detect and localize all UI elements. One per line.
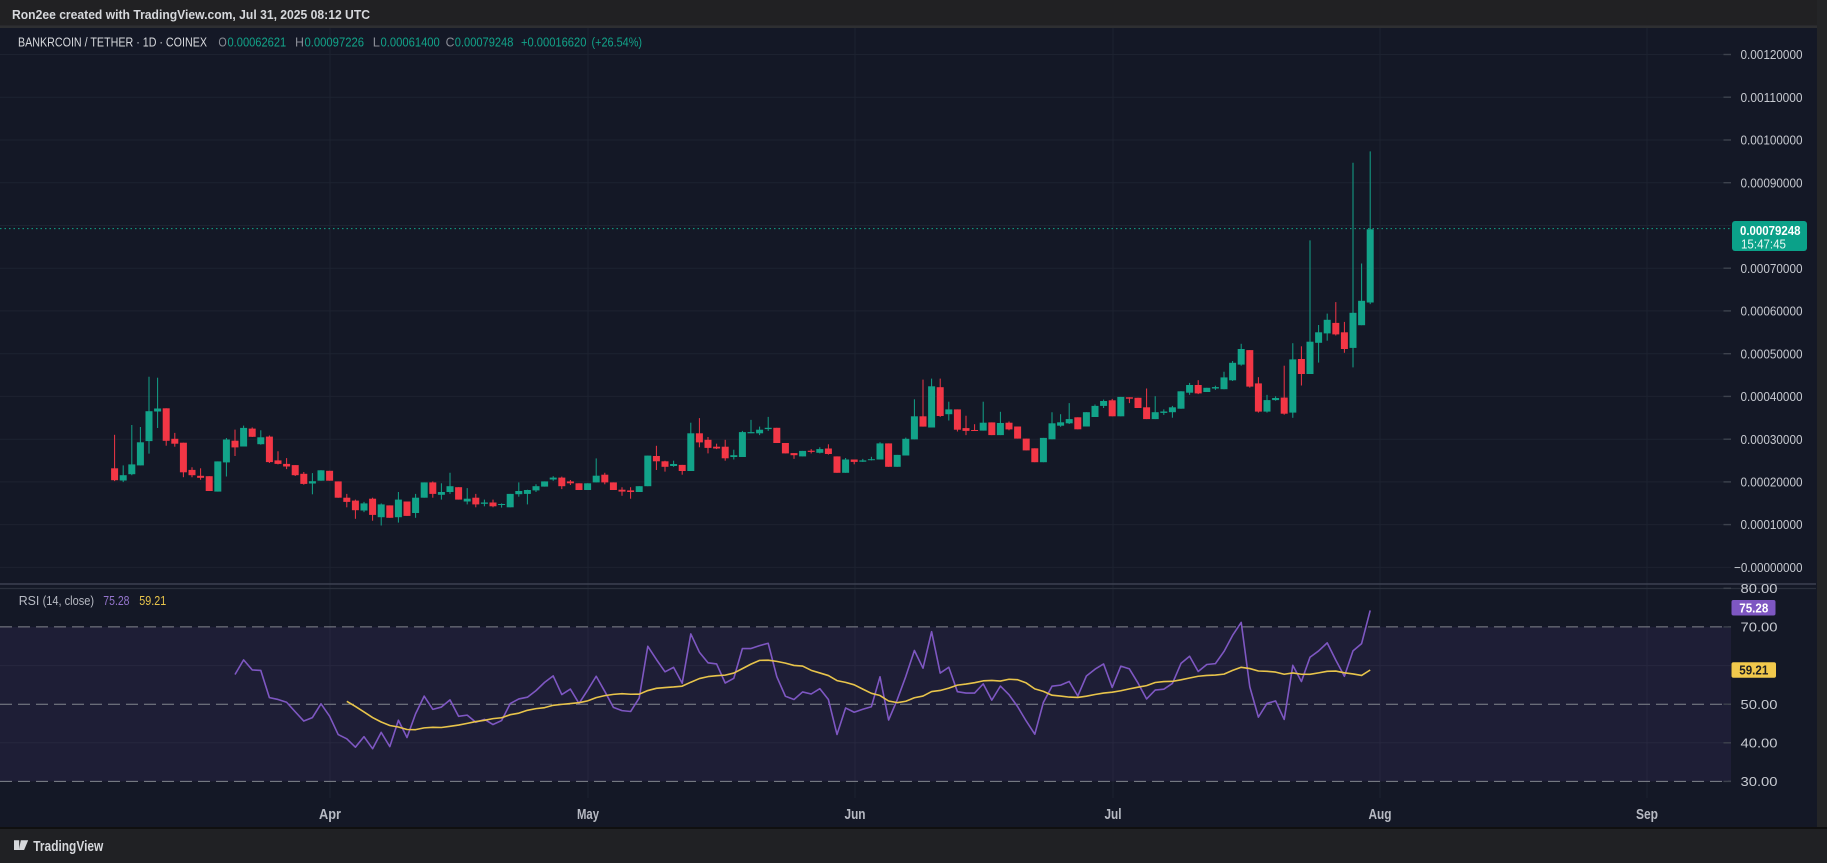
svg-text:Jun: Jun	[845, 806, 866, 823]
svg-text:BANKRCOIN / TETHER · 1D · COIN: BANKRCOIN / TETHER · 1D · COINEX	[18, 35, 207, 50]
svg-text:Apr: Apr	[319, 806, 341, 823]
svg-text:−0.00000000: −0.00000000	[1734, 560, 1803, 575]
svg-text:80.00: 80.00	[1741, 581, 1778, 596]
svg-text:(+26.54%): (+26.54%)	[592, 35, 643, 50]
svg-text:Aug: Aug	[1369, 806, 1392, 823]
svg-text:0.00097226: 0.00097226	[305, 35, 365, 50]
svg-text:H: H	[295, 35, 304, 50]
svg-text:59.21: 59.21	[139, 593, 166, 608]
svg-text:59.21: 59.21	[1739, 663, 1768, 678]
svg-text:70.00: 70.00	[1741, 620, 1778, 635]
svg-text:0.00070000: 0.00070000	[1741, 261, 1803, 276]
svg-text:0.00050000: 0.00050000	[1741, 346, 1803, 361]
svg-text:0.00010000: 0.00010000	[1741, 517, 1803, 532]
svg-text:RSI: RSI	[19, 593, 40, 608]
svg-text:0.00090000: 0.00090000	[1741, 175, 1803, 190]
svg-text:15:47:45: 15:47:45	[1741, 237, 1786, 251]
svg-text:0.00120000: 0.00120000	[1741, 47, 1803, 62]
svg-text:0.00079248: 0.00079248	[1740, 223, 1801, 238]
svg-text:L: L	[373, 35, 380, 50]
svg-text:0.00100000: 0.00100000	[1741, 133, 1803, 148]
svg-text:C: C	[446, 35, 455, 50]
svg-text:0.00079248: 0.00079248	[455, 35, 514, 50]
svg-text:0.00060000: 0.00060000	[1741, 304, 1803, 319]
svg-text:50.00: 50.00	[1741, 697, 1778, 712]
svg-text:0.00110000: 0.00110000	[1741, 90, 1803, 105]
svg-text:May: May	[577, 806, 599, 823]
svg-text:0.00030000: 0.00030000	[1741, 432, 1803, 447]
svg-text:TradingView: TradingView	[33, 838, 103, 855]
svg-text:O: O	[218, 35, 226, 50]
svg-text:30.00: 30.00	[1741, 774, 1778, 789]
svg-text:0.00062621: 0.00062621	[228, 35, 287, 50]
svg-text:Jul: Jul	[1105, 806, 1122, 823]
svg-text:0.00020000: 0.00020000	[1741, 475, 1803, 490]
svg-text:40.00: 40.00	[1741, 735, 1778, 750]
svg-text:+0.00016620: +0.00016620	[521, 35, 586, 50]
svg-text:Ron2ee created with TradingVie: Ron2ee created with TradingView.com, Jul…	[12, 7, 371, 22]
svg-text:0.00040000: 0.00040000	[1741, 389, 1803, 404]
svg-text:75.28: 75.28	[1739, 600, 1768, 615]
svg-text:Sep: Sep	[1636, 806, 1658, 823]
svg-text:(14, close): (14, close)	[43, 593, 95, 608]
svg-text:75.28: 75.28	[103, 593, 129, 608]
svg-text:0.00061400: 0.00061400	[381, 35, 440, 50]
